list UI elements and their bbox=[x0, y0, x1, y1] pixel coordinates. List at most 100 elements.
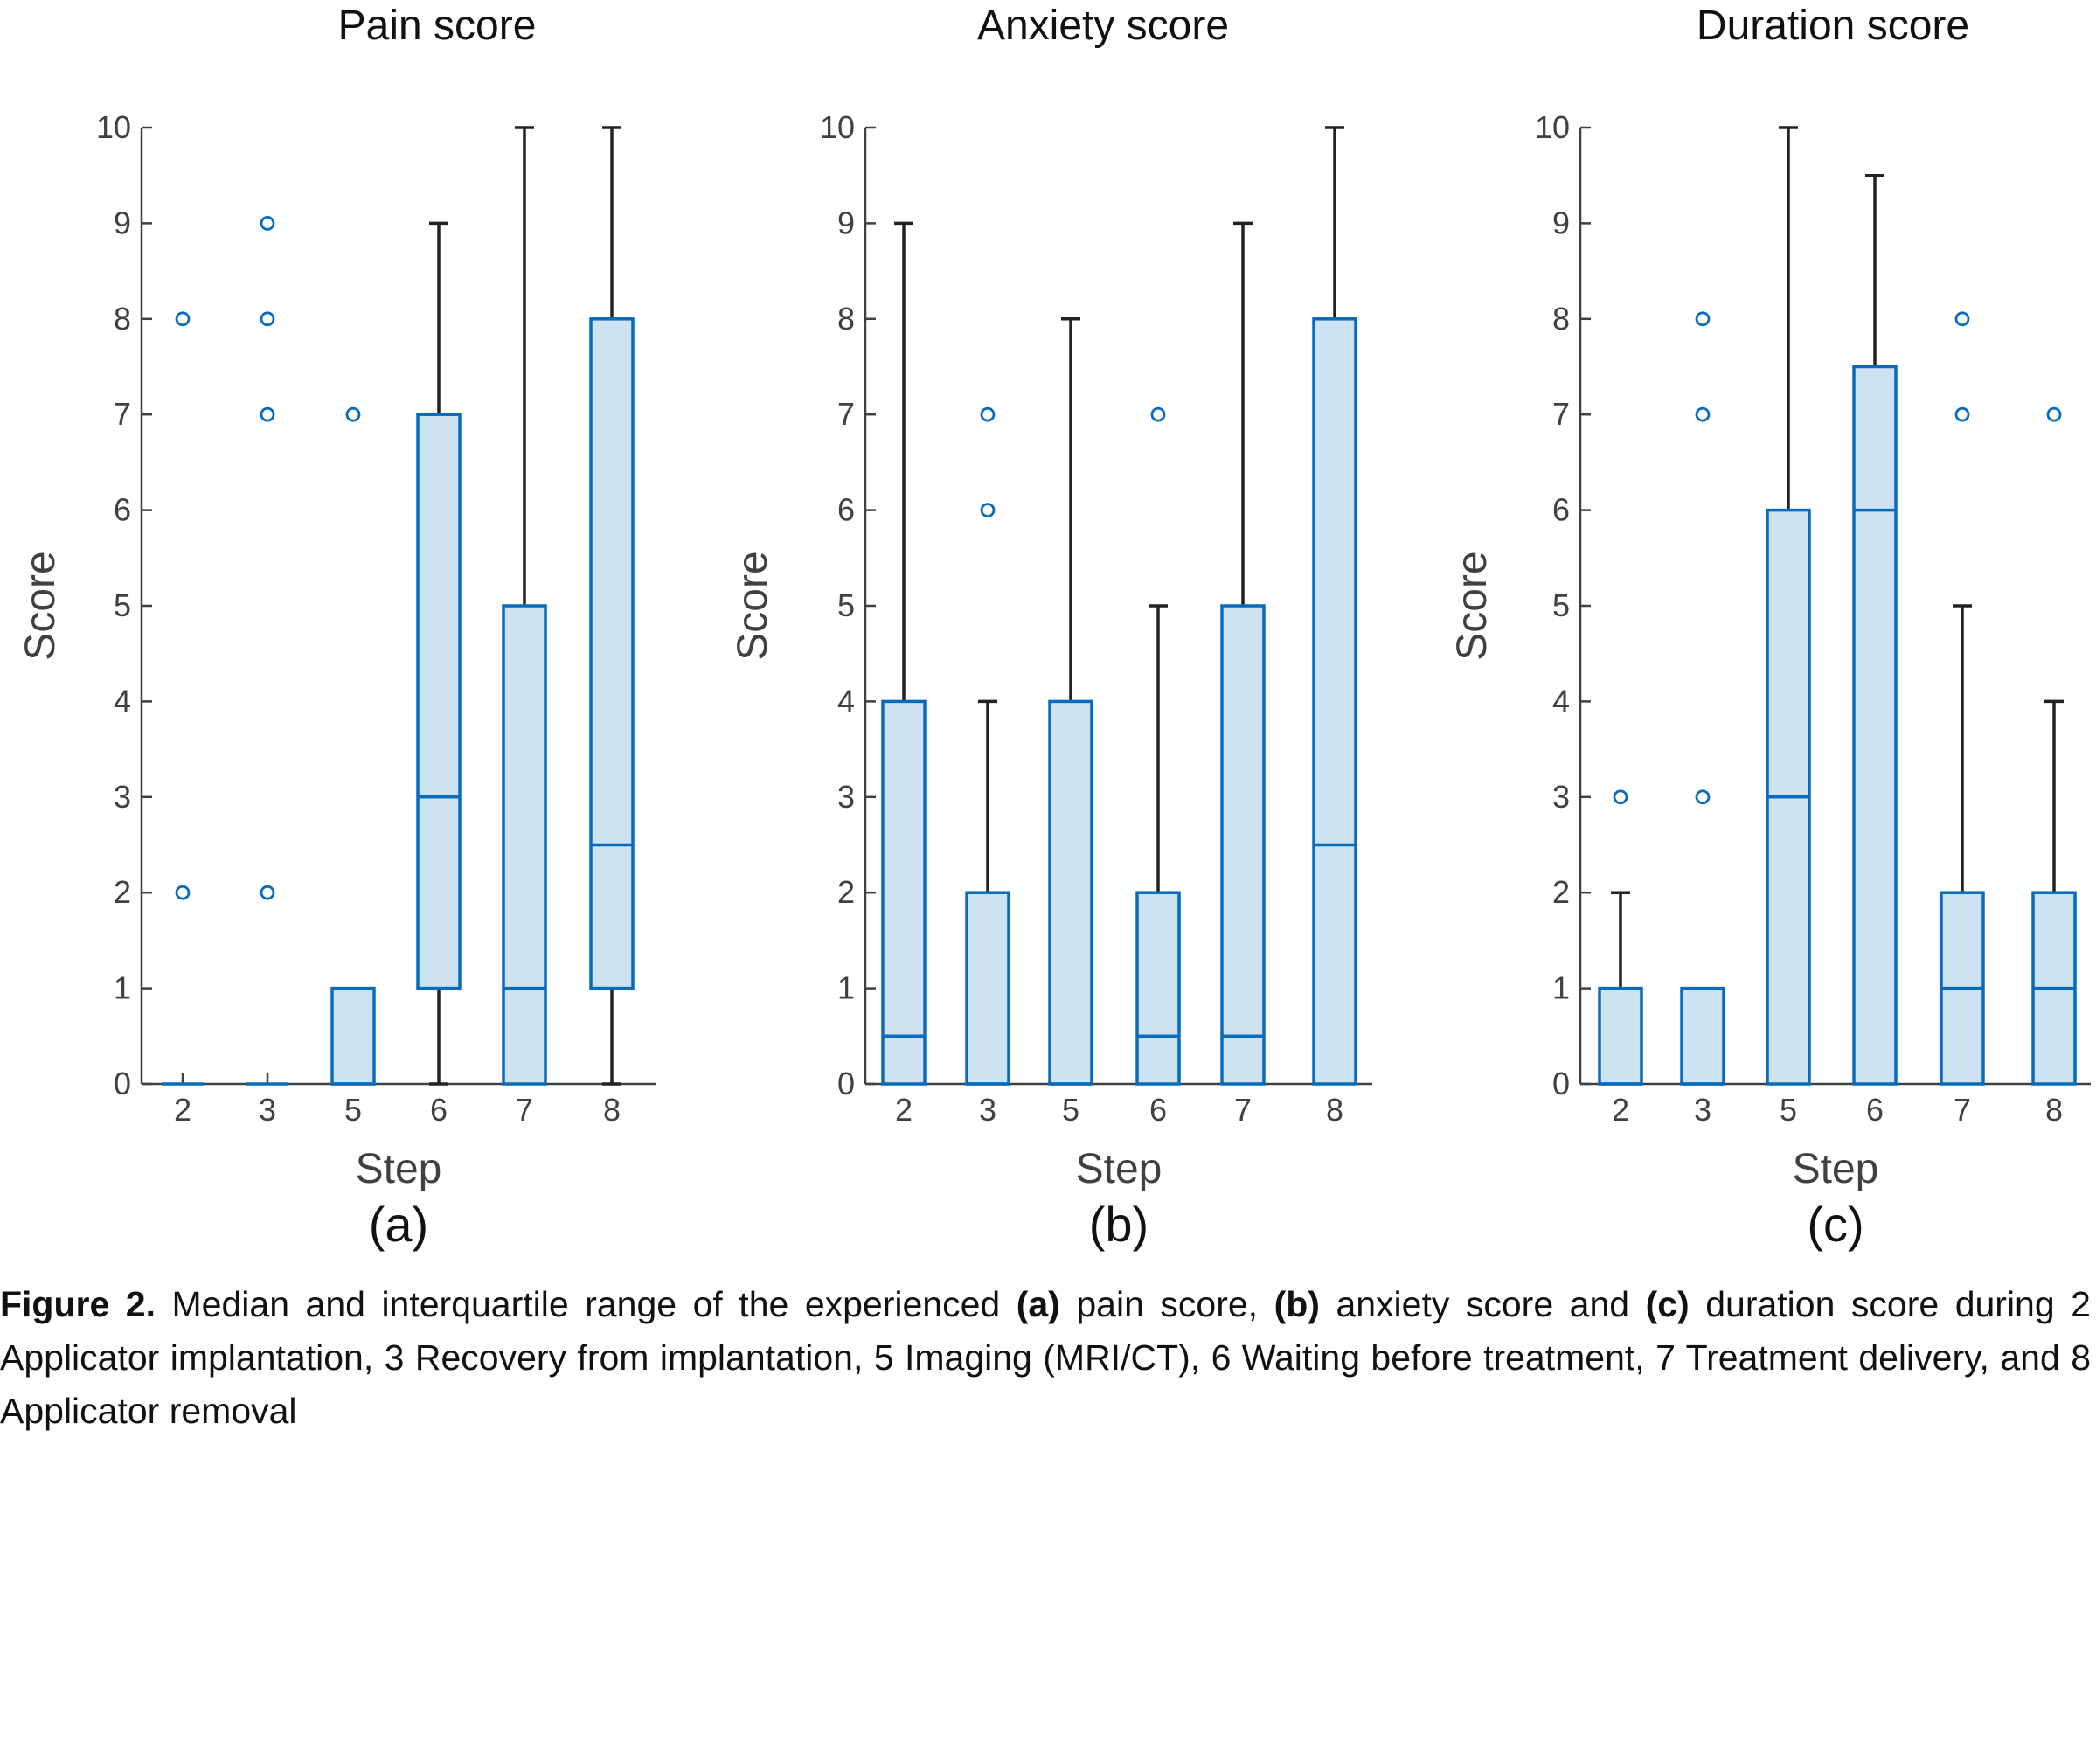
box-step-8 bbox=[589, 126, 635, 1086]
iqr-box bbox=[1852, 365, 1898, 1086]
box-step-8 bbox=[2031, 406, 2077, 1086]
box-step-7 bbox=[1220, 221, 1266, 1086]
y-tick-label: 2 bbox=[1552, 874, 1570, 910]
iqr-box bbox=[1680, 986, 1725, 1086]
y-tick-label: 10 bbox=[1535, 109, 1570, 145]
outlier-point bbox=[1613, 789, 1628, 805]
box-step-7 bbox=[502, 126, 547, 1086]
y-tick-label: 4 bbox=[1552, 683, 1570, 719]
panel-label: (c) bbox=[1807, 1197, 1863, 1252]
panel-label: (a) bbox=[369, 1197, 428, 1252]
chart-panel-pain-score: Pain score 0 1 2 3 4 5 6 7 8 9 10 2 3 5 6 7 8 Step Score (a) bbox=[17, 3, 656, 1252]
y-tick-label: 7 bbox=[1552, 396, 1570, 432]
outlier-point bbox=[980, 406, 996, 422]
iqr-box bbox=[589, 317, 635, 990]
y-tick-label: 8 bbox=[114, 301, 131, 337]
x-tick-label: 6 bbox=[1149, 1092, 1167, 1128]
y-tick-label: 5 bbox=[114, 587, 131, 623]
iqr-box bbox=[965, 891, 1010, 1086]
x-tick-label: 3 bbox=[979, 1092, 996, 1128]
y-tick-label: 6 bbox=[1552, 492, 1570, 528]
outlier-point bbox=[260, 215, 275, 231]
iqr-box bbox=[1135, 891, 1181, 1086]
y-tick-label: 6 bbox=[114, 492, 131, 528]
outlier-point bbox=[1954, 311, 1970, 327]
y-tick-label: 7 bbox=[114, 396, 131, 432]
x-tick-label: 5 bbox=[344, 1092, 362, 1128]
iqr-box bbox=[1312, 317, 1357, 1086]
y-axis-label: Score bbox=[730, 551, 776, 660]
iqr-box bbox=[330, 986, 376, 1086]
x-tick-label: 8 bbox=[603, 1092, 621, 1128]
y-axis-label: Score bbox=[17, 551, 64, 660]
x-tick-label: 2 bbox=[895, 1092, 913, 1128]
x-tick-label: 7 bbox=[1234, 1092, 1252, 1128]
iqr-box bbox=[1048, 699, 1093, 1086]
x-tick-label: 8 bbox=[2045, 1092, 2063, 1128]
caption-text-4: duration score during 2 Applicator impla… bbox=[0, 1284, 2091, 1431]
y-tick-label: 8 bbox=[1552, 301, 1570, 337]
y-tick-label: 1 bbox=[1552, 970, 1570, 1006]
outlier-point bbox=[1695, 789, 1711, 805]
iqr-box bbox=[416, 413, 462, 990]
x-axis-label: Step bbox=[356, 1146, 442, 1192]
y-tick-label: 6 bbox=[837, 492, 855, 528]
x-tick-label: 3 bbox=[1694, 1092, 1711, 1128]
box-step-5 bbox=[1766, 126, 1811, 1086]
iqr-box bbox=[881, 699, 927, 1086]
x-tick-label: 7 bbox=[516, 1092, 533, 1128]
y-tick-label: 4 bbox=[837, 683, 855, 719]
y-tick-label: 5 bbox=[1552, 587, 1570, 623]
outlier-point bbox=[2046, 406, 2062, 422]
box-step-2 bbox=[881, 221, 927, 1086]
y-tick-label: 2 bbox=[114, 874, 131, 910]
caption-figure-label: Figure 2. bbox=[0, 1284, 156, 1324]
y-tick-label: 0 bbox=[837, 1066, 855, 1101]
y-tick-label: 1 bbox=[114, 970, 131, 1006]
x-tick-label: 5 bbox=[1062, 1092, 1079, 1128]
caption-label-c: (c) bbox=[1645, 1284, 1690, 1324]
iqr-box bbox=[1598, 986, 1643, 1086]
caption-text-3: anxiety score and bbox=[1319, 1284, 1646, 1324]
caption-text-2: pain score, bbox=[1059, 1284, 1274, 1324]
x-tick-label: 7 bbox=[1954, 1092, 1971, 1128]
x-tick-label: 6 bbox=[1866, 1092, 1884, 1128]
box-step-8 bbox=[1312, 126, 1357, 1086]
x-tick-label: 6 bbox=[430, 1092, 448, 1128]
outlier-point bbox=[345, 406, 361, 422]
outlier-point bbox=[260, 406, 275, 422]
y-tick-label: 0 bbox=[1552, 1066, 1570, 1101]
caption-text-1: Median and interquartile range of the ex… bbox=[156, 1284, 1017, 1324]
outlier-point bbox=[1150, 406, 1166, 422]
box-step-5 bbox=[1048, 317, 1093, 1086]
y-tick-label: 9 bbox=[114, 205, 131, 240]
iqr-box bbox=[1220, 604, 1266, 1086]
chart-panel-duration-score: Duration score 0 1 2 3 4 5 6 7 8 9 10 2 3 5 6 7 8 Step Scor… bbox=[1449, 3, 2091, 1252]
y-tick-label: 2 bbox=[837, 874, 855, 910]
chart-panel-anxiety-score: Anxiety score 0 1 2 3 4 5 6 7 8 9 10 2 3 5 6 7 8 Step Score… bbox=[730, 3, 1372, 1252]
chart-title: Anxiety score bbox=[977, 3, 1229, 49]
outlier-point bbox=[1695, 406, 1711, 422]
outlier-point bbox=[260, 885, 275, 900]
x-tick-label: 3 bbox=[259, 1092, 276, 1128]
box-step-6 bbox=[416, 221, 462, 1086]
x-tick-label: 2 bbox=[174, 1092, 191, 1128]
y-tick-label: 4 bbox=[114, 683, 131, 719]
box-step-3 bbox=[1680, 311, 1725, 1086]
y-tick-label: 5 bbox=[837, 587, 855, 623]
x-tick-label: 2 bbox=[1612, 1092, 1629, 1128]
box-step-7 bbox=[1940, 311, 1985, 1086]
box-step-2 bbox=[162, 311, 204, 1086]
box-step-3 bbox=[965, 406, 1010, 1086]
y-tick-label: 0 bbox=[114, 1066, 131, 1101]
y-tick-label: 10 bbox=[96, 109, 131, 145]
x-axis-label: Step bbox=[1076, 1146, 1163, 1192]
outlier-point bbox=[175, 885, 191, 900]
outlier-point bbox=[260, 311, 275, 327]
box-step-6 bbox=[1135, 406, 1181, 1086]
box-step-5 bbox=[330, 406, 376, 1086]
box-step-2 bbox=[1598, 789, 1643, 1086]
y-tick-label: 8 bbox=[837, 301, 855, 337]
outlier-point bbox=[175, 311, 191, 327]
x-axis-label: Step bbox=[1793, 1146, 1879, 1192]
